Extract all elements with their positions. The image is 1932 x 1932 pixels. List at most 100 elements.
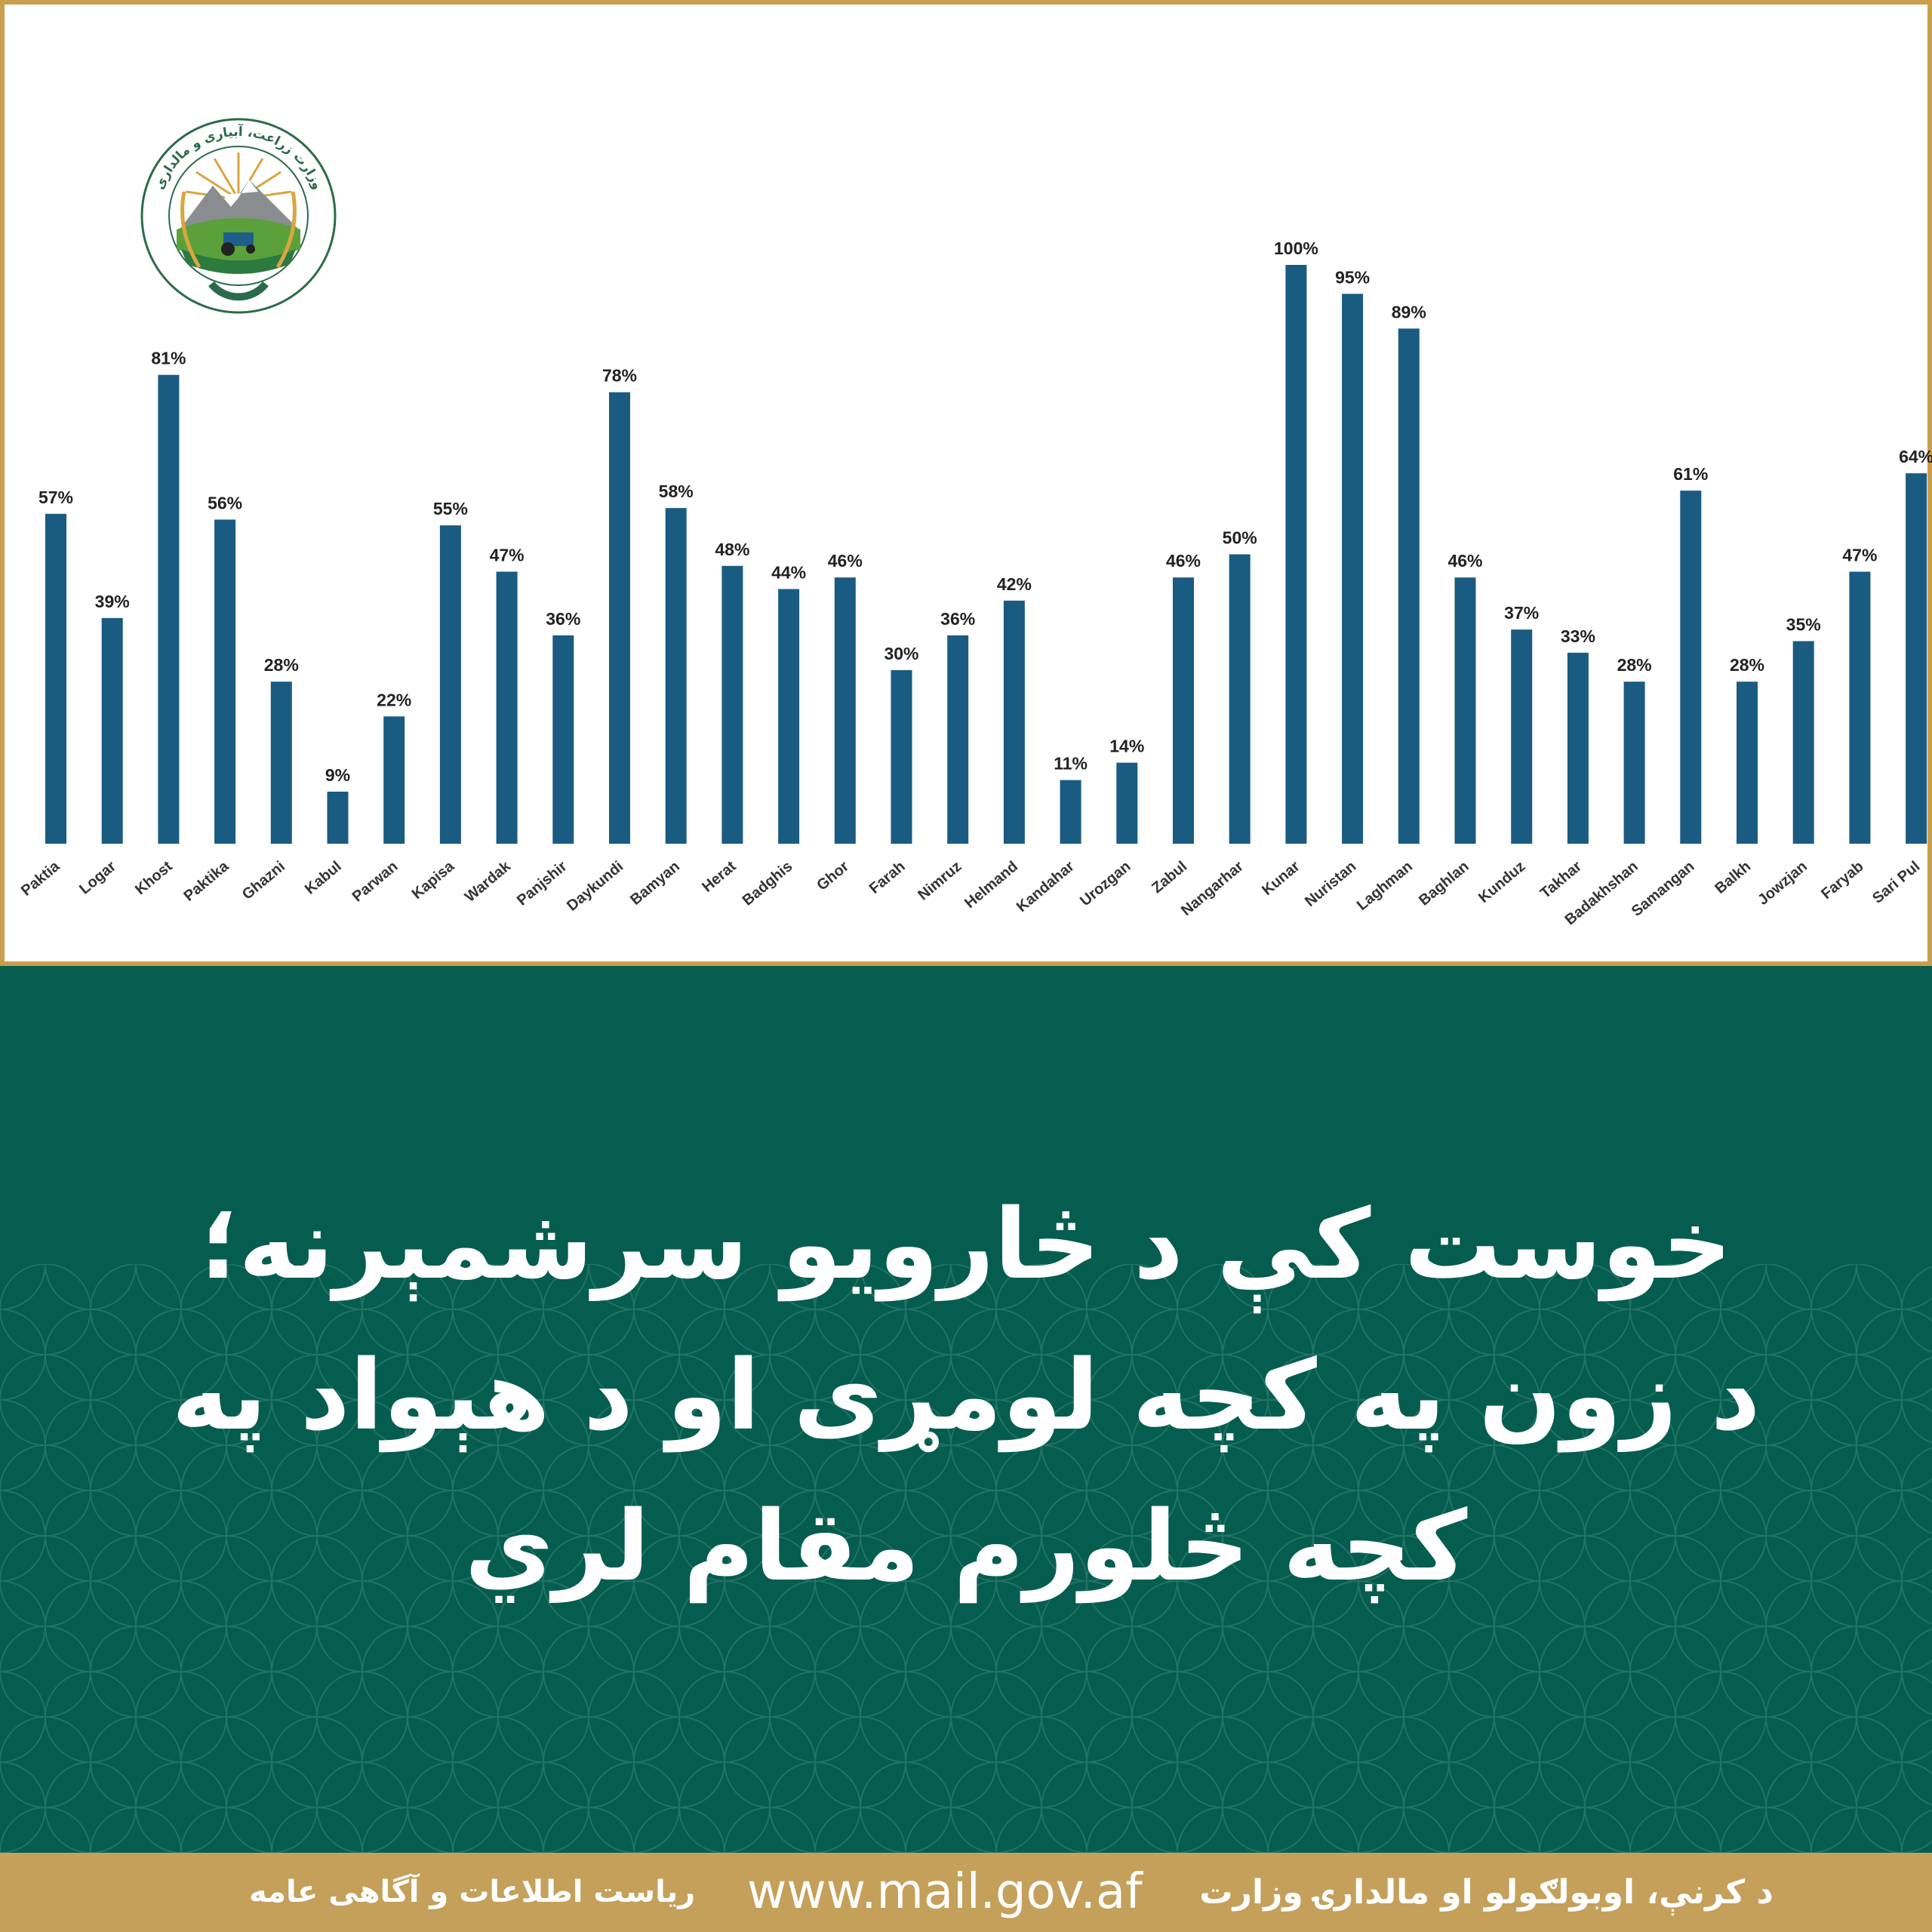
bar-nangarhar	[1229, 554, 1251, 844]
x-tick-label: Wardak	[462, 857, 515, 905]
bar-farah	[891, 669, 912, 844]
bar-chart: 57% 39% 81% 56% 28% 9% 22% 55% 47% 36% 78% 58% 48% 44…	[18, 238, 1932, 928]
bar-faryab	[1849, 571, 1871, 844]
directorate-name: ریاست اطلاعات و آگاهی عامه	[249, 1875, 696, 1909]
chart-panel: 57% 39% 81% 56% 28% 9% 22% 55% 47% 36% 78% 58% 48% 44…	[0, 0, 1932, 966]
tick-labels-layer: Paktia Logar Khost Paktika Ghazni Kabul Parwan…	[18, 857, 1923, 928]
bar-wardak	[496, 571, 518, 844]
headline-line-2: د زون په کچه لومړی او د هېواد په	[171, 1340, 1761, 1452]
x-tick-label: Kandahar	[1014, 858, 1078, 915]
decorative-pattern	[0, 1264, 1932, 1853]
x-tick-label: Ghor	[814, 858, 852, 894]
bar-kunar	[1285, 265, 1307, 844]
bar-baghlan	[1454, 577, 1476, 844]
x-tick-label: Panjshir	[514, 858, 571, 909]
value-label: 44%	[771, 563, 806, 583]
value-label: 28%	[1730, 655, 1764, 675]
bar-helmand	[1003, 600, 1025, 844]
x-tick-label: Balkh	[1712, 858, 1754, 897]
value-label: 55%	[433, 499, 468, 518]
value-label: 46%	[1166, 551, 1201, 571]
value-label: 35%	[1786, 615, 1821, 635]
value-label: 61%	[1673, 464, 1708, 484]
x-tick-label: Nimruz	[915, 858, 964, 903]
bar-jowzjan	[1792, 641, 1814, 844]
x-tick-label: Samangan	[1629, 858, 1698, 920]
value-label: 46%	[828, 551, 863, 571]
x-tick-label: Daykundi	[564, 858, 626, 915]
bar-herat	[721, 565, 743, 844]
bar-kunduz	[1511, 629, 1533, 844]
x-tick-label: Jowzjan	[1755, 858, 1810, 909]
headline-line-1: خوست کې د څارویو سرشمېرنه؛	[200, 1189, 1732, 1301]
value-label: 22%	[377, 690, 411, 709]
value-label: 48%	[715, 540, 749, 559]
value-label: 30%	[884, 644, 918, 663]
value-label: 47%	[1842, 546, 1877, 565]
x-tick-label: Paktia	[18, 857, 63, 899]
x-tick-label: Ghazni	[239, 858, 288, 903]
x-tick-label: Parwan	[349, 858, 401, 906]
headline-line-3: کچه څلورم مقام لري	[464, 1491, 1468, 1603]
bar-paktika	[214, 519, 236, 844]
value-label: 28%	[264, 655, 299, 675]
bar-nimruz	[947, 635, 969, 844]
value-label: 47%	[490, 546, 525, 565]
bar-takhar	[1567, 652, 1589, 844]
x-tick-label: Herat	[699, 858, 740, 896]
x-tick-label: Kapisa	[409, 857, 458, 903]
bar-khost	[158, 374, 180, 844]
value-label: 9%	[325, 765, 350, 785]
x-tick-label: Paktika	[181, 857, 232, 904]
bar-ghor	[834, 577, 856, 844]
value-label: 50%	[1223, 528, 1257, 548]
bars-layer	[45, 265, 1927, 844]
x-tick-label: Takhar	[1537, 858, 1585, 902]
value-labels-layer: 57% 39% 81% 56% 28% 9% 22% 55% 47% 36% 78% 58% 48% 44…	[38, 238, 1932, 785]
bar-samangan	[1680, 491, 1702, 844]
bar-panjshir	[552, 635, 574, 844]
value-label: 33%	[1561, 626, 1595, 646]
value-label: 58%	[659, 481, 694, 501]
website-link[interactable]: www.mail.gov.af	[747, 1864, 1143, 1920]
value-label: 42%	[997, 574, 1032, 594]
ministry-name: د کرنې، اوبولګولو او مالدارۍ وزارت	[1199, 1873, 1774, 1912]
bar-sari-pul	[1906, 473, 1927, 844]
x-tick-label: Bamyan	[627, 858, 683, 909]
value-label: 64%	[1899, 447, 1932, 466]
value-label: 57%	[38, 488, 73, 507]
bar-nuristan	[1342, 294, 1364, 844]
x-tick-label: Zabul	[1149, 858, 1190, 897]
x-tick-label: Urozgan	[1077, 858, 1134, 909]
x-tick-label: Helmand	[961, 858, 1021, 912]
x-tick-label: Nangarhar	[1178, 858, 1247, 919]
x-tick-label: Laghman	[1354, 858, 1416, 914]
x-tick-label: Badghis	[740, 858, 796, 909]
x-tick-label: Khost	[132, 858, 176, 898]
value-label: 89%	[1392, 302, 1426, 321]
value-label: 14%	[1109, 737, 1144, 756]
bar-ghazni	[270, 681, 292, 844]
bar-kapisa	[439, 525, 461, 844]
bar-kabul	[327, 791, 349, 844]
value-label: 78%	[602, 366, 637, 386]
bar-paktia	[45, 513, 66, 844]
bar-laghman	[1398, 328, 1420, 844]
value-label: 28%	[1617, 655, 1652, 675]
value-label: 37%	[1504, 603, 1539, 623]
x-tick-label: Kabul	[302, 858, 345, 898]
value-label: 100%	[1274, 238, 1318, 258]
bar-badghis	[778, 589, 800, 844]
x-tick-label: Kunar	[1259, 858, 1303, 899]
value-label: 56%	[208, 493, 242, 512]
value-label: 39%	[95, 592, 130, 611]
value-label: 81%	[151, 349, 186, 368]
headline: خوست کې د څارویو سرشمېرنه؛ د زون په کچه …	[121, 1170, 1811, 1623]
value-label: 36%	[546, 609, 580, 629]
value-label: 46%	[1447, 551, 1482, 571]
footer-bar: د کرنې، اوبولګولو او مالدارۍ وزارت www.m…	[0, 1853, 1932, 1932]
x-tick-label: Faryab	[1818, 858, 1866, 903]
headline-panel: خوست کې د څارویو سرشمېرنه؛ د زون په کچه …	[0, 966, 1932, 1853]
bar-urozgan	[1116, 762, 1138, 844]
x-tick-label: Baghlan	[1416, 858, 1472, 909]
